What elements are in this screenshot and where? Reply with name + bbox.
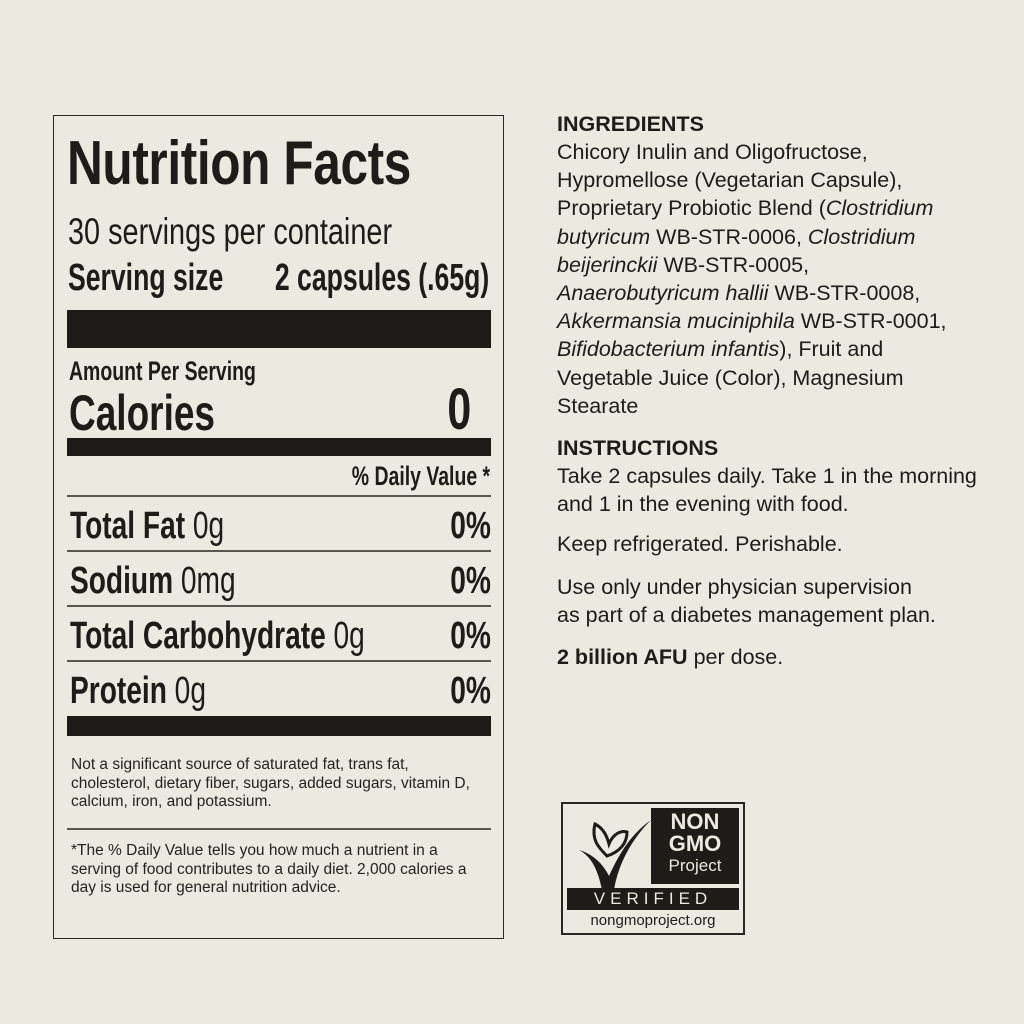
medium-divider <box>67 438 491 456</box>
butterfly-plant-icon <box>579 820 651 896</box>
thick-divider <box>67 310 491 348</box>
instructions-supervision: Use only under physician supervision as … <box>557 574 936 627</box>
nutrient-name: Protein <box>70 670 167 712</box>
nutrient-dv: 0% <box>450 505 491 547</box>
logo-non: NON <box>670 809 720 834</box>
ingredient-text: Chicory Inulin and Oligofructose, Hyprom… <box>557 140 903 221</box>
nutrient-name: Sodium <box>70 560 174 602</box>
calories-value: 0 <box>447 377 471 442</box>
dose-amount: 2 billion AFU <box>557 645 688 670</box>
instructions-heading: INSTRUCTIONS <box>557 436 719 461</box>
instructions-storage: Keep refrigerated. Perishable. <box>557 532 843 557</box>
nutrient-row-total-carbohydrate: Total Carbohydrate 0g 0% <box>70 615 491 657</box>
logo-project: Project <box>668 856 722 875</box>
serving-size-label: Serving size <box>68 257 224 299</box>
non-gmo-badge: NON GMO Project <box>651 808 739 884</box>
probiotic-strain-name: Clostridium beijerinckii <box>557 224 916 277</box>
divider <box>67 605 491 607</box>
ingredient-text: WB-STR-0008, <box>768 281 921 306</box>
dose-suffix: per dose. <box>687 645 784 670</box>
nutrient-amount: 0g <box>192 505 225 547</box>
logo-verified: VERIFIED <box>567 888 739 910</box>
nutrient-row-protein: Protein 0g 0% <box>70 670 491 712</box>
ingredient-text: ), Fruit and Vegetable Juice (Color), Ma… <box>557 337 904 418</box>
non-gmo-verified-logo: NON GMO Project VERIFIED nongmoproject.o… <box>561 802 745 935</box>
probiotic-strain-name: Bifidobacterium infantis <box>557 337 780 362</box>
nutrient-amount: 0g <box>174 670 206 712</box>
not-significant-source-note: Not a significant source of saturated fa… <box>71 756 470 810</box>
nutrient-name: Total Carbohydrate <box>70 615 326 657</box>
ingredients-instructions: INGREDIENTS Chicory Inulin and Oligofruc… <box>557 110 977 681</box>
nutrient-dv: 0% <box>450 560 491 602</box>
ingredients-heading: INGREDIENTS <box>557 112 704 136</box>
amount-per-serving: Amount Per Serving <box>69 356 256 386</box>
calories-label: Calories <box>69 385 216 441</box>
thick-divider <box>67 716 491 736</box>
logo-url: nongmoproject.org <box>590 912 716 929</box>
nutrient-dv: 0% <box>450 670 491 712</box>
nutrient-row-sodium: Sodium 0mg 0% <box>70 560 491 602</box>
ingredient-text: WB-STR-0005, <box>657 252 810 277</box>
nutrition-title: Nutrition Facts <box>67 129 411 198</box>
ingredient-text: WB-STR-0006, <box>650 224 808 249</box>
daily-value-footnote: *The % Daily Value tells you how much a … <box>71 842 467 896</box>
nutrient-name: Total Fat <box>70 505 186 547</box>
dose-info: 2 billion AFU per dose. <box>557 643 977 671</box>
probiotic-strain-name: Akkermansia muciniphila <box>557 309 795 334</box>
serving-size-value: 2 capsules (.65g) <box>274 257 489 299</box>
divider <box>67 550 491 552</box>
probiotic-strain-name: Clostridium butyricum <box>557 196 934 249</box>
nutrient-row-total-fat: Total Fat 0g 0% <box>70 505 491 547</box>
ingredients-text: Chicory Inulin and Oligofructose, Hyprom… <box>557 138 962 420</box>
daily-value-header: % Daily Value * <box>351 461 490 491</box>
nutrient-amount: 0g <box>333 615 365 657</box>
logo-gmo: GMO <box>668 831 722 856</box>
probiotic-strain-name: Anaerobutyricum hallii <box>557 281 769 306</box>
servings-per-container: 30 servings per container <box>68 211 393 252</box>
divider <box>67 660 491 662</box>
divider <box>67 828 491 830</box>
nutrient-dv: 0% <box>450 615 491 657</box>
nutrient-amount: 0mg <box>180 560 236 602</box>
ingredient-text: WB-STR-0001, <box>794 309 947 334</box>
divider <box>67 495 491 497</box>
instructions-daily: Take 2 capsules daily. Take 1 in the mor… <box>557 464 977 517</box>
nutrition-facts-panel: Nutrition Facts 30 servings per containe… <box>53 115 504 939</box>
